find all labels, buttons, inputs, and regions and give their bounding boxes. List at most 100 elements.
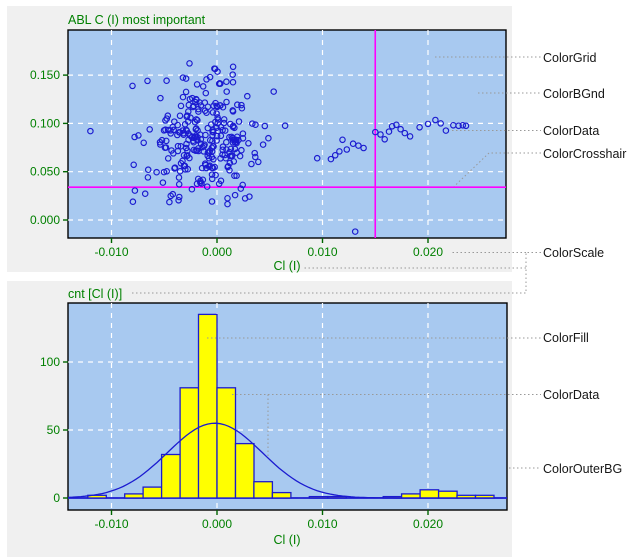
y-tick-label: 0.050 (30, 165, 60, 179)
scatter-point (171, 118, 178, 125)
scatter-point (141, 190, 149, 197)
scatter-point (219, 143, 227, 150)
scatter-point (153, 168, 160, 176)
scatter-point (336, 148, 343, 155)
histogram-bar (271, 491, 292, 499)
scatter-point (177, 143, 185, 150)
x-tick-label: -0.010 (94, 245, 128, 259)
scatter-point (229, 71, 236, 78)
scatter-point (207, 121, 215, 128)
histogram-plot (67, 302, 508, 511)
scatter-point (343, 146, 351, 153)
histogram-bar (216, 387, 237, 499)
scatter-point (179, 157, 186, 165)
legend-color-data-scatter: ColorData (543, 124, 600, 138)
scatter-point (237, 185, 245, 192)
scatter-point (160, 168, 168, 176)
histogram-bar (179, 387, 200, 499)
scatter-point (208, 171, 216, 178)
scatter-point (202, 89, 210, 97)
scatter-point (146, 126, 153, 133)
legend-color-bgnd: ColorBGnd (543, 87, 605, 101)
scatter-point (252, 153, 259, 161)
histogram-bar (142, 486, 163, 499)
scatter-point (217, 177, 225, 185)
scatter-point (175, 181, 183, 188)
scatter-point (255, 158, 262, 166)
scatter-point (182, 88, 190, 96)
scatter-point (175, 197, 182, 204)
scatter-point (360, 144, 367, 152)
x-tick-label: 0.010 (307, 517, 337, 531)
scatter-point (327, 155, 335, 163)
scatter-point (208, 175, 216, 183)
scatter-point (216, 80, 223, 87)
y-tick-label: 50 (47, 423, 61, 437)
scatter-point (331, 152, 339, 159)
scatter-point (186, 60, 193, 67)
scatter-point (355, 142, 362, 149)
legend-color-data-curve: ColorData (543, 388, 600, 402)
scatter-point (144, 166, 152, 173)
scatter-point (144, 77, 151, 85)
scatter-point (249, 120, 256, 127)
scatter-point (202, 131, 209, 139)
scatter-point (203, 183, 211, 190)
legend-color-fill: ColorFill (543, 331, 589, 345)
scatter-point (214, 127, 222, 135)
scatter-point (195, 105, 202, 113)
y-tick-label: 0.100 (30, 116, 60, 130)
scatter-point (179, 127, 187, 134)
scatter-point (189, 137, 197, 144)
scatter-point (381, 136, 388, 143)
x-tick-label: 0.020 (413, 517, 443, 531)
scatter-point (193, 147, 201, 154)
scatter-point (163, 77, 170, 84)
annotation-leader-lines (130, 56, 541, 469)
scatter-point (199, 83, 207, 90)
scatter-point (226, 159, 234, 167)
scatter-point (224, 163, 232, 170)
scatter-point (230, 158, 238, 165)
histogram-plot-area[interactable] (67, 302, 508, 511)
y-tick-label: 100 (40, 355, 60, 369)
scatter-point (239, 135, 247, 142)
legend-color-crosshair: ColorCrosshair (543, 147, 627, 161)
scatter-point (220, 116, 228, 123)
scatter-point (130, 161, 137, 169)
scatter-point (248, 160, 255, 168)
x-tick-label: -0.010 (94, 517, 128, 531)
scatter-point (162, 144, 170, 151)
scatter-point (239, 181, 246, 189)
scatter-point (459, 122, 467, 129)
scatter-point (227, 145, 235, 153)
x-tick-label: 0.020 (413, 245, 443, 259)
scatter-point (129, 82, 136, 90)
scatter-scale: -0.010 0.000 0.010 0.020 0.000 0.050 0.100 0.15… (30, 68, 443, 259)
scatter-point (424, 120, 432, 128)
scatter-point (203, 109, 210, 116)
scatter-point (214, 116, 222, 123)
scatter-point (167, 130, 174, 137)
scatter-point (393, 121, 400, 129)
scatter-point (219, 126, 226, 134)
scatter-point (184, 118, 192, 125)
legend-color-outerbg: ColorOuterBG (543, 462, 623, 476)
scatter-point (185, 101, 193, 109)
scatter-point (235, 118, 243, 125)
scatter-point (186, 95, 194, 103)
x-tick-label: 0.000 (202, 517, 232, 531)
scatter-point (209, 109, 217, 116)
scatter-point (229, 107, 236, 114)
scatter-point (270, 88, 277, 95)
scatter-point (144, 174, 152, 181)
scatter-point (397, 125, 404, 133)
scatter-point (377, 131, 384, 138)
scatter-point (213, 110, 220, 117)
scatter-point (179, 74, 187, 81)
scatter-point (140, 139, 147, 147)
scatter-point (196, 99, 203, 106)
x-axis-title-histogram: Cl (I) (273, 533, 301, 547)
